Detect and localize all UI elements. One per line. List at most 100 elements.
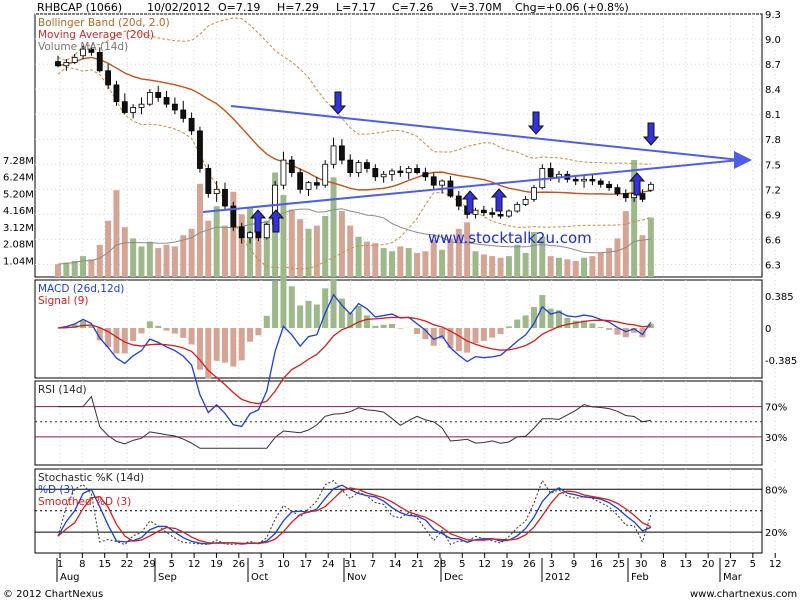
header-volume: V=3.70M [451,1,502,14]
volume-bar [163,244,170,277]
macd-histogram-bar [105,328,112,348]
macd-histogram-bar [514,319,521,328]
macd-histogram-bar [606,328,613,330]
macd-histogram-bar [230,328,237,367]
volume-bar [230,191,237,277]
volume-bar [80,256,87,277]
x-tick-label: 7 [370,559,376,570]
arrow-down-icon [329,91,347,115]
macd-histogram-bar [464,328,471,353]
candle-body [397,170,404,174]
rsi-line [58,395,651,449]
candle-body [430,176,437,186]
header-high: H=7.29 [277,1,319,14]
macd-tick-label: -0.385 [765,356,797,367]
volume-bar [522,252,529,277]
candle-body [472,209,479,215]
volume-bar [597,252,604,277]
macd-histogram-bar [155,325,162,328]
candle-body [88,48,95,53]
price-tick-label: 6.6 [765,235,781,246]
x-tick-label: 5 [169,559,175,570]
candle-body [80,48,86,57]
volume-bar [547,256,554,277]
header-date: 10/02/2012 [147,1,210,14]
candle-body [238,226,245,239]
macd-histogram-bar [205,328,212,379]
candle-body [213,188,220,194]
macd-histogram-bar [280,265,287,328]
x-tick-label: 26 [232,559,245,570]
macd-histogram-bar [522,315,529,328]
month-label: Sep [158,572,177,583]
volume-bar [505,256,512,277]
macd-histogram-bar [138,328,145,334]
candle-body [647,183,654,191]
macd-histogram-bar [372,325,379,328]
volume-bar [447,238,454,277]
macd-histogram-bar [222,328,228,363]
candle-body [71,57,78,63]
volume-bar [71,260,78,277]
volume-bar [589,256,596,277]
volume-bar [297,219,304,277]
site-link[interactable]: www.chartnexus.com [690,589,797,600]
volume-bar [489,256,496,277]
header-open: O=7.19 [218,1,260,14]
candle-body [222,188,228,207]
macd-histogram-bar [639,328,646,338]
candle-body [455,195,462,207]
macd-histogram-bar [247,328,254,342]
volume-tick-label: 2.08M [3,240,34,251]
volume-bar [472,251,479,277]
macd-histogram-bar [547,308,554,328]
macd-histogram-bar [130,328,137,342]
volume-bar [305,228,312,277]
candle-body [297,172,304,190]
volume-bar [55,264,61,277]
x-tick-label: 12 [478,559,491,570]
legend-signal: Signal (9) [38,295,88,307]
volume-bar [322,215,329,277]
candle-body [171,103,178,111]
candle-body [188,117,195,132]
macd-histogram-bar [581,320,588,328]
volume-bar [238,214,245,277]
volume-bar [581,257,588,277]
price-tick-label: 7.2 [765,185,781,196]
x-tick-label: 8 [660,559,666,570]
legend-stochastic-d: %D (3) [38,484,74,496]
volume-bar [222,225,228,277]
volume-bar [188,228,195,277]
rsi-tick-label: 70% [765,403,787,414]
month-label: Mar [723,572,743,583]
volume-bar [255,232,262,277]
volume-bar [155,248,162,277]
candle-body [322,163,329,186]
rsi-series [35,395,762,449]
x-tick-label: 9 [571,559,577,570]
candle-body [380,173,387,178]
candle-body [581,178,587,182]
volume-bar [455,228,462,277]
volume-bar [556,257,562,277]
volume-bar [338,211,345,277]
macd-tick-label: 0 [765,324,771,335]
volume-bar [497,257,504,277]
macd-histogram-bar [397,328,404,329]
volume-tick-label: 4.16M [3,206,34,217]
candle-body [422,172,429,178]
volume-bar [146,241,153,277]
arrow-up-icon [249,209,267,233]
price-tick-label: 6.9 [765,210,781,221]
axis-ticks: 9.3 9.0 8.7 8.4 8.1 7.8 7.5 7.2 6.9 6.6 6.3 7.28M 6.… [3,10,797,583]
volume-bar [564,259,571,277]
volume-bar [180,235,187,277]
month-label: Feb [631,572,649,583]
volume-bar [196,183,203,277]
legend-smoothed-d: Smoothed %D (3) [38,496,131,508]
volume-bar [330,177,337,277]
candle-body [572,178,579,182]
x-tick-label: 3 [549,559,555,570]
candle-body [55,61,61,67]
